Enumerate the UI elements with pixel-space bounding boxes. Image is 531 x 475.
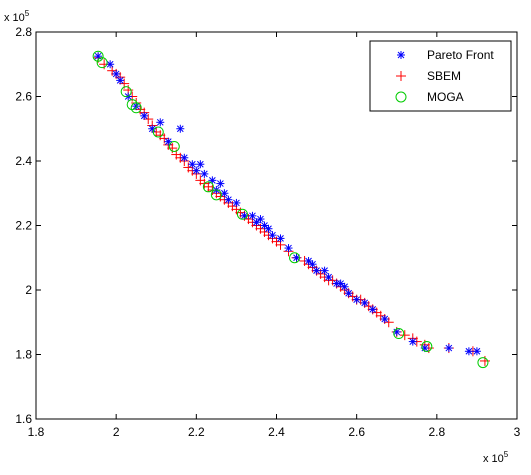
moga-point bbox=[202, 181, 214, 193]
pareto-front-point bbox=[344, 289, 353, 298]
moga-point bbox=[421, 340, 433, 352]
pareto-front-point bbox=[312, 266, 321, 275]
legend-marker-sbem bbox=[396, 71, 406, 81]
x-tick-label: 2.8 bbox=[428, 425, 445, 439]
pareto-front-point bbox=[260, 221, 269, 230]
sbem-point bbox=[143, 114, 154, 125]
y-tick-label: 2 bbox=[25, 283, 32, 297]
legend-items: Pareto Front SBEM MOGA bbox=[395, 48, 494, 104]
legend: Pareto Front SBEM MOGA bbox=[369, 40, 512, 112]
moga-point bbox=[168, 140, 180, 152]
ticks-layer: 1.8 2 2.2 2.4 2.6 2.8 31.61.822.22.42.62.8 bbox=[15, 25, 520, 439]
pareto-front-point bbox=[196, 160, 205, 169]
legend-marker-pareto-front bbox=[397, 51, 405, 59]
pareto-front-point bbox=[464, 347, 473, 356]
pareto-front-point bbox=[256, 215, 265, 224]
legend-box bbox=[369, 40, 512, 112]
legend-label-moga: MOGA bbox=[427, 90, 464, 104]
y-tick-label: 2.6 bbox=[15, 90, 32, 104]
pareto-front-point bbox=[380, 315, 389, 324]
pareto-front-point bbox=[220, 189, 229, 198]
moga-point bbox=[96, 57, 108, 69]
pareto-front-point bbox=[368, 305, 377, 314]
moga-point bbox=[289, 252, 301, 264]
x-tick-label: 2.2 bbox=[188, 425, 205, 439]
pareto-front-point bbox=[268, 231, 277, 240]
y-tick-label: 1.8 bbox=[15, 348, 32, 362]
x-multiplier-label: x 105 bbox=[483, 450, 509, 465]
legend-marker-moga bbox=[395, 91, 407, 103]
x-tick-label: 2.4 bbox=[268, 425, 285, 439]
pareto-front-point bbox=[336, 279, 345, 288]
pareto-front-point bbox=[132, 102, 141, 111]
moga-point bbox=[126, 99, 138, 111]
pareto-front-point bbox=[472, 347, 481, 356]
pareto-front-point bbox=[352, 295, 361, 304]
x-tick-label: 2.6 bbox=[348, 425, 365, 439]
pareto-front-point bbox=[444, 344, 453, 353]
moga-point bbox=[130, 102, 142, 114]
pareto-front-point bbox=[232, 198, 241, 207]
y-tick-label: 2.4 bbox=[15, 154, 32, 168]
x-tick-label: 2 bbox=[113, 425, 120, 439]
moga-point bbox=[92, 50, 104, 62]
pareto-front-point bbox=[340, 282, 349, 291]
pareto-front-point bbox=[292, 253, 301, 262]
sbem-point bbox=[383, 317, 394, 328]
y-tick-label: 2.2 bbox=[15, 219, 32, 233]
pareto-front-point bbox=[224, 195, 233, 204]
pareto-front-point bbox=[106, 60, 115, 69]
pareto-front-point bbox=[116, 76, 125, 85]
pareto-front-point bbox=[324, 273, 333, 282]
marks-layer bbox=[92, 50, 490, 369]
y-tick-label: 2.8 bbox=[15, 25, 32, 39]
pareto-front-point bbox=[192, 166, 201, 175]
pareto-front-point bbox=[216, 179, 225, 188]
pareto-front-point bbox=[264, 224, 273, 233]
x-tick-label: 1.8 bbox=[28, 425, 45, 439]
pareto-front-point bbox=[156, 118, 165, 127]
pareto-front-point bbox=[408, 337, 417, 346]
moga-point bbox=[210, 189, 222, 201]
pareto-front-point bbox=[112, 69, 121, 78]
pareto-front-point bbox=[164, 137, 173, 146]
moga-point bbox=[393, 328, 405, 340]
sbem-point bbox=[159, 133, 170, 144]
pareto-front-point bbox=[248, 211, 257, 220]
pareto-front-point bbox=[252, 218, 261, 227]
y-multiplier-label: x 105 bbox=[4, 9, 30, 24]
pareto-front-point bbox=[140, 111, 149, 120]
pareto-front-point bbox=[360, 298, 369, 307]
pareto-front-point bbox=[200, 169, 209, 178]
pareto-front-point bbox=[276, 234, 285, 243]
pareto-front-point bbox=[308, 260, 317, 269]
x-tick-label: 3 bbox=[514, 425, 521, 439]
legend-label-sbem: SBEM bbox=[427, 69, 461, 83]
pareto-front-point bbox=[320, 266, 329, 275]
moga-point bbox=[236, 208, 248, 220]
sbem-point bbox=[399, 330, 410, 341]
pareto-front-point bbox=[180, 153, 189, 162]
pareto-front-point bbox=[188, 160, 197, 169]
moga-point bbox=[120, 86, 132, 98]
moga-point bbox=[152, 126, 164, 138]
pareto-front-point bbox=[304, 256, 313, 265]
pareto-front-point bbox=[284, 244, 293, 253]
pareto-front-point bbox=[176, 124, 185, 133]
legend-label-pareto-front: Pareto Front bbox=[427, 48, 494, 62]
moga-point bbox=[477, 357, 489, 369]
y-tick-label: 1.6 bbox=[15, 412, 32, 426]
